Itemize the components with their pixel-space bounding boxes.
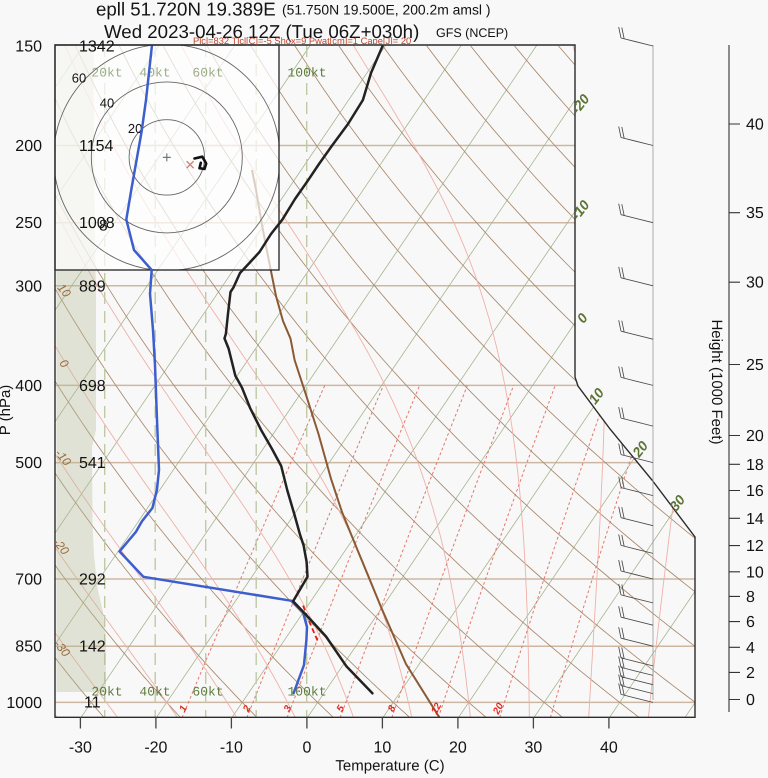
svg-text:-10: -10 xyxy=(220,740,243,757)
svg-text:Temperature (C): Temperature (C) xyxy=(335,758,444,775)
svg-text:16: 16 xyxy=(746,483,764,500)
svg-text:40: 40 xyxy=(100,96,114,111)
svg-text:epll 51.720N 19.389E: epll 51.720N 19.389E xyxy=(96,0,276,20)
svg-text:4: 4 xyxy=(746,640,755,657)
svg-text:3: 3 xyxy=(282,703,295,713)
svg-text:60kt: 60kt xyxy=(192,66,223,81)
svg-text:35: 35 xyxy=(746,205,764,222)
svg-text:-30: -30 xyxy=(69,740,92,757)
svg-text:8: 8 xyxy=(99,218,108,235)
svg-text:20: 20 xyxy=(491,701,507,717)
svg-text:292: 292 xyxy=(79,572,106,589)
svg-text:142: 142 xyxy=(79,639,106,656)
svg-text:250: 250 xyxy=(15,215,42,232)
svg-text:20kt: 20kt xyxy=(91,685,122,700)
svg-text:541: 541 xyxy=(79,455,106,472)
svg-text:20: 20 xyxy=(128,121,142,136)
svg-text:1342: 1342 xyxy=(79,39,115,56)
svg-text:700: 700 xyxy=(15,572,42,589)
svg-text:25: 25 xyxy=(746,357,764,374)
svg-text:1000: 1000 xyxy=(6,695,42,712)
svg-text:0: 0 xyxy=(746,692,755,709)
svg-text:698: 698 xyxy=(79,378,106,395)
svg-text:20: 20 xyxy=(746,428,764,445)
svg-text:200: 200 xyxy=(15,138,42,155)
svg-text:8: 8 xyxy=(746,589,755,606)
svg-text:40: 40 xyxy=(746,117,764,134)
svg-text:30: 30 xyxy=(746,275,764,292)
svg-text:40: 40 xyxy=(600,740,618,757)
svg-text:8: 8 xyxy=(386,703,399,713)
svg-text:Plcl=832 Tlcl[C]=-5 Shox=9 Pwa: Plcl=832 Tlcl[C]=-5 Shox=9 Pwat[cm]=1 Ca… xyxy=(193,36,411,46)
svg-text:(51.750N 19.500E, 200.2m amsl: (51.750N 19.500E, 200.2m amsl ) xyxy=(282,2,490,18)
svg-text:1154: 1154 xyxy=(79,138,114,155)
svg-text:300: 300 xyxy=(15,278,42,295)
svg-text:14: 14 xyxy=(746,511,764,528)
svg-text:1: 1 xyxy=(178,703,191,713)
svg-text:10: 10 xyxy=(374,740,392,757)
svg-text:1008: 1008 xyxy=(79,215,115,232)
svg-text:12: 12 xyxy=(746,538,764,555)
svg-text:40kt: 40kt xyxy=(139,685,170,700)
svg-text:500: 500 xyxy=(15,455,42,472)
svg-text:400: 400 xyxy=(15,378,42,395)
svg-text:2: 2 xyxy=(746,665,755,682)
svg-text:Wed 2023-04-26 12Z (Tue 06Z+03: Wed 2023-04-26 12Z (Tue 06Z+030h) xyxy=(104,21,419,42)
svg-text:889: 889 xyxy=(79,278,106,295)
svg-text:5: 5 xyxy=(335,703,348,713)
svg-text:Height (1000 Feet): Height (1000 Feet) xyxy=(708,319,725,444)
svg-text:6: 6 xyxy=(746,614,755,631)
svg-text:20: 20 xyxy=(449,740,467,757)
svg-text:30: 30 xyxy=(525,740,543,757)
svg-text:20kt: 20kt xyxy=(91,66,122,81)
svg-text:100kt: 100kt xyxy=(287,66,326,81)
svg-text:11: 11 xyxy=(84,695,101,712)
svg-text:150: 150 xyxy=(15,39,42,56)
svg-text:GFS (NCEP): GFS (NCEP) xyxy=(436,26,508,40)
svg-text:60kt: 60kt xyxy=(192,685,223,700)
svg-text:12: 12 xyxy=(429,701,444,716)
svg-text:60: 60 xyxy=(72,70,86,85)
svg-text:18: 18 xyxy=(746,457,764,474)
svg-text:40kt: 40kt xyxy=(139,66,170,81)
svg-text:-20: -20 xyxy=(144,740,167,757)
svg-text:0: 0 xyxy=(302,740,311,757)
svg-text:850: 850 xyxy=(15,639,42,656)
svg-text:100kt: 100kt xyxy=(287,685,326,700)
svg-text:P (hPa): P (hPa) xyxy=(0,385,14,436)
svg-text:2: 2 xyxy=(241,703,254,714)
svg-text:10: 10 xyxy=(746,564,764,581)
